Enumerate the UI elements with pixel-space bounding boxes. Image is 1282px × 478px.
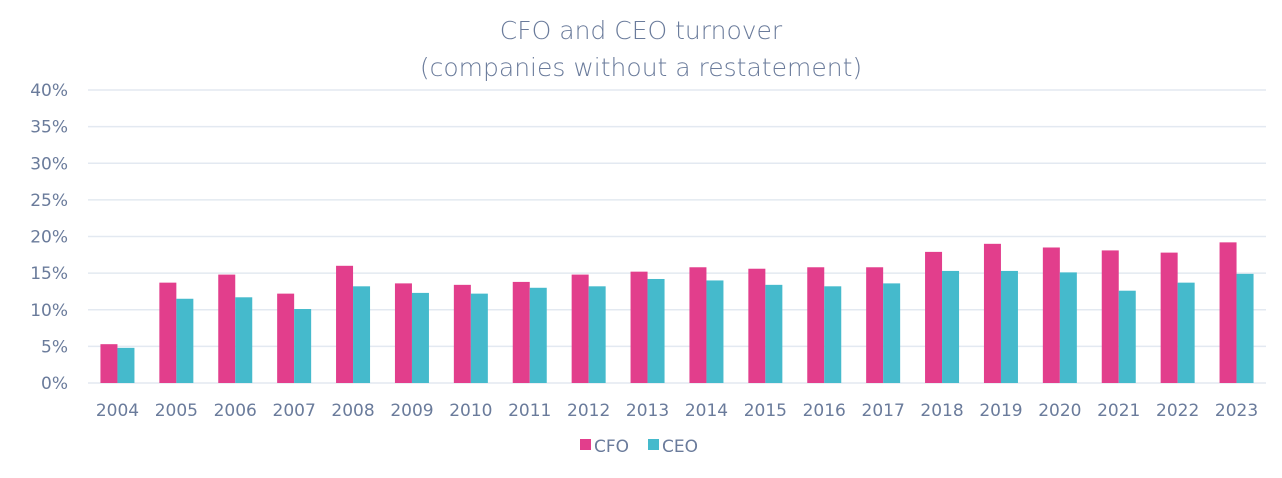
bar-cfo-2023 xyxy=(1219,242,1237,383)
legend-label-cfo: CFO xyxy=(594,437,629,457)
bar-ceo-2023 xyxy=(1236,273,1254,383)
y-tick-label: 5% xyxy=(41,337,68,357)
bar-cfo-2016 xyxy=(807,267,825,383)
bar-cfo-2021 xyxy=(1101,250,1119,383)
bar-ceo-2018 xyxy=(942,270,960,383)
x-tick-label: 2011 xyxy=(508,401,551,421)
y-tick-label: 30% xyxy=(30,154,68,174)
bar-ceo-2019 xyxy=(1000,270,1018,383)
x-tick-label: 2015 xyxy=(744,401,787,421)
bar-ceo-2011 xyxy=(529,287,547,383)
bar-ceo-2016 xyxy=(824,286,842,383)
bar-cfo-2004 xyxy=(100,344,118,383)
bar-ceo-2005 xyxy=(176,298,194,383)
x-tick-label: 2010 xyxy=(449,401,492,421)
x-tick-label: 2019 xyxy=(979,401,1022,421)
chart-subtitle: (companies without a restatement) xyxy=(419,53,863,82)
bar-ceo-2007 xyxy=(294,309,312,383)
x-tick-label: 2007 xyxy=(273,401,316,421)
y-tick-label: 25% xyxy=(30,191,68,211)
bar-ceo-2013 xyxy=(647,278,665,383)
x-tick-label: 2016 xyxy=(803,401,846,421)
legend-swatch-cfo xyxy=(580,439,591,450)
y-tick-label: 10% xyxy=(30,301,68,321)
bar-ceo-2009 xyxy=(411,292,429,383)
bar-ceo-2020 xyxy=(1059,272,1077,383)
bar-ceo-2004 xyxy=(117,347,135,383)
bar-ceo-2010 xyxy=(470,293,488,383)
legend-swatch-ceo xyxy=(648,439,659,450)
bar-ceo-2006 xyxy=(235,297,253,383)
chart-title: CFO and CEO turnover xyxy=(499,16,783,45)
bar-cfo-2008 xyxy=(336,265,354,383)
bar-cfo-2006 xyxy=(218,274,236,383)
bar-cfo-2022 xyxy=(1160,252,1178,383)
x-tick-label: 2013 xyxy=(626,401,669,421)
bar-cfo-2020 xyxy=(1042,247,1060,383)
bar-cfo-2013 xyxy=(630,271,648,383)
y-tick-label: 35% xyxy=(30,118,68,138)
bar-cfo-2010 xyxy=(453,284,471,383)
bar-cfo-2009 xyxy=(394,283,412,383)
bar-ceo-2022 xyxy=(1177,282,1195,383)
bar-ceo-2021 xyxy=(1118,290,1136,383)
x-tick-label: 2023 xyxy=(1215,401,1258,421)
x-tick-label: 2008 xyxy=(331,401,374,421)
bar-ceo-2017 xyxy=(883,283,901,383)
x-tick-label: 2018 xyxy=(920,401,963,421)
legend-label-ceo: CEO xyxy=(662,437,698,457)
x-tick-label: 2017 xyxy=(862,401,905,421)
bar-cfo-2018 xyxy=(925,251,943,383)
x-tick-label: 2005 xyxy=(155,401,198,421)
bar-ceo-2008 xyxy=(353,286,371,383)
bar-ceo-2014 xyxy=(706,280,724,383)
x-tick-label: 2009 xyxy=(390,401,433,421)
y-tick-label: 15% xyxy=(30,264,68,284)
bar-cfo-2019 xyxy=(983,243,1001,383)
bar-cfo-2017 xyxy=(866,267,884,383)
bar-ceo-2015 xyxy=(765,284,783,383)
bar-cfo-2015 xyxy=(748,268,766,383)
x-tick-label: 2014 xyxy=(685,401,728,421)
bar-ceo-2012 xyxy=(588,286,606,383)
bar-cfo-2005 xyxy=(159,282,177,383)
bar-cfo-2007 xyxy=(277,293,295,383)
bar-cfo-2011 xyxy=(512,281,530,383)
x-tick-label: 2020 xyxy=(1038,401,1081,421)
y-tick-label: 0% xyxy=(41,374,68,394)
x-tick-label: 2012 xyxy=(567,401,610,421)
x-tick-label: 2006 xyxy=(214,401,257,421)
x-tick-label: 2004 xyxy=(96,401,139,421)
bar-cfo-2012 xyxy=(571,274,589,383)
x-tick-label: 2021 xyxy=(1097,401,1140,421)
y-tick-label: 40% xyxy=(30,81,68,101)
x-tick-label: 2022 xyxy=(1156,401,1199,421)
bar-cfo-2014 xyxy=(689,267,707,383)
y-tick-label: 20% xyxy=(30,228,68,248)
